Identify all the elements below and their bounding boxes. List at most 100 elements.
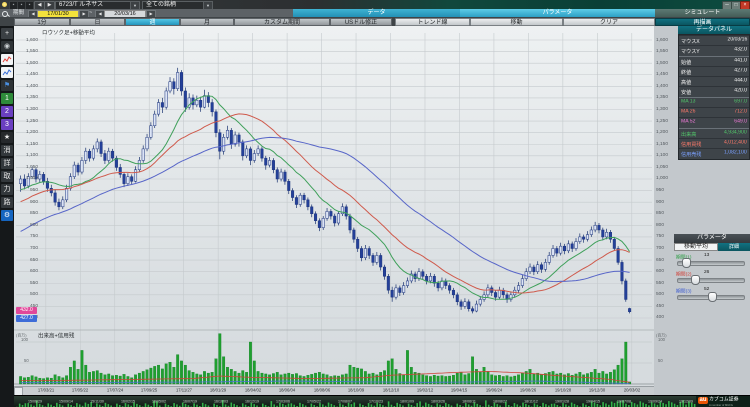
parameter-panel-header[interactable]: パラメータ xyxy=(674,234,750,243)
y-axis-label: 1,050 xyxy=(656,164,669,170)
y-axis-label: 850 xyxy=(29,210,38,216)
data-panel-label: 終値 xyxy=(681,70,692,76)
x-axis-label: 18/04/02 xyxy=(244,388,261,394)
view-tab-パラメータ[interactable]: パラメータ xyxy=(460,9,656,17)
flag-icon[interactable]: ⚑ xyxy=(1,80,13,91)
slider-value: 26 xyxy=(704,270,710,275)
data-panel-label: マウスX xyxy=(681,39,700,45)
data-panel-row: 信用買残 4,012,400 xyxy=(679,137,749,148)
minimap-date-label: 16/05/02 xyxy=(151,400,167,404)
timeframe-tab-1分[interactable]: 1分 xyxy=(14,18,70,26)
search-icon[interactable] xyxy=(2,10,8,17)
redraw-button[interactable]: 再描画 xyxy=(655,18,750,26)
chart-red-icon[interactable] xyxy=(1,54,13,65)
preset-1-button[interactable]: 1 xyxy=(1,93,13,104)
watchlist-dropdown-icon[interactable]: ▼ xyxy=(203,2,212,9)
data-panel: マウスX 20/03/16 マウスY 432.0 始値 441.0 終値 427.0 高値 444… xyxy=(678,34,750,160)
x-axis-label: 19/08/26 xyxy=(520,388,537,394)
y-axis-label: 650 xyxy=(29,257,38,262)
volume-unit-left: (百万) xyxy=(16,333,27,338)
data-panel-row: 始値 441.0 xyxy=(679,55,749,66)
y-axis-label: 450 xyxy=(656,303,665,309)
draw-button-2[interactable]: クリア xyxy=(563,18,655,26)
bulb-icon[interactable] xyxy=(2,2,7,7)
erase-button[interactable]: 消 xyxy=(1,145,13,156)
minimap-date-label: 17/10/23 xyxy=(368,400,384,404)
minimap-date-label: 15/11/30 xyxy=(90,400,104,404)
data-panel-header[interactable]: データパネル xyxy=(678,26,750,34)
trade-button[interactable]: 取 xyxy=(1,171,13,182)
broker-name: カブコム証券 xyxy=(709,397,739,402)
axis-marker-close: 427.0 xyxy=(16,315,37,322)
detail-button[interactable]: 詳 xyxy=(1,158,13,169)
x-axis-label: 19/02/12 xyxy=(416,388,434,394)
draw-button-1[interactable]: 移動 xyxy=(470,18,563,26)
view-tab-データ[interactable]: データ xyxy=(293,9,461,17)
x-axis-label: 17/09/25 xyxy=(141,388,158,394)
power-button[interactable]: 力 xyxy=(1,184,13,195)
data-panel-value: 4,934,900 xyxy=(724,129,747,135)
y-axis-label: 550 xyxy=(29,280,38,286)
view-tab-シミュレート[interactable]: シミュレート xyxy=(655,9,750,17)
settings-gear-icon[interactable]: ⚙ xyxy=(1,210,13,221)
y-axis-label: 1,600 xyxy=(656,37,669,42)
slider-track[interactable] xyxy=(677,278,745,283)
history-minimap[interactable]: 15/06/29 15/09/14 15/11/30 16/02/15 16/05/02… xyxy=(14,395,750,407)
slider-track[interactable] xyxy=(677,261,745,266)
parameter-tab-detail[interactable]: 詳細 xyxy=(718,243,750,251)
timeframe-tab-月[interactable]: 月 xyxy=(180,18,234,26)
minimap-date-label: 16/10/03 xyxy=(213,400,229,404)
y-axis-label: 750 xyxy=(656,234,665,239)
data-panel-value: 4,012,400 xyxy=(724,139,747,146)
data-panel-row: マウスY 432.0 xyxy=(679,45,749,55)
favorite-star-icon[interactable]: ★ xyxy=(1,132,13,143)
y-axis-label: 450 xyxy=(29,303,38,309)
broker-logo: au カブコム証券 A member of MUFG xyxy=(696,396,750,407)
data-panel-value: 1,082,100 xyxy=(724,150,747,156)
y-axis-label: 800 xyxy=(656,222,665,228)
x-axis-label: 19/12/30 xyxy=(589,388,606,394)
chart-blue-icon[interactable] xyxy=(1,67,13,78)
y-axis-label: 1,250 xyxy=(656,118,669,123)
camera-icon[interactable]: ◉ xyxy=(1,41,13,52)
symbol-dropdown-icon[interactable]: ▼ xyxy=(130,2,139,9)
slider-thumb[interactable] xyxy=(690,275,700,285)
y-axis-label: 1,100 xyxy=(25,152,38,158)
timeframe-tab-カスタム期間[interactable]: カスタム期間 xyxy=(234,18,330,26)
y-axis-label: 1,600 xyxy=(25,37,38,42)
minimap-date-label: 19/04/15 xyxy=(585,400,601,404)
add-icon[interactable]: + xyxy=(1,28,13,39)
timeframe-tab-USドル修正[interactable]: USドル修正 xyxy=(330,18,392,26)
x-axis-label: 18/08/06 xyxy=(313,388,330,394)
parameter-tab-ma[interactable]: 移動平均 xyxy=(674,243,718,251)
preset-3-button[interactable]: 3 xyxy=(1,119,13,130)
data-panel-row: MA 52 649.0 xyxy=(679,117,749,127)
y-axis-label: 1,350 xyxy=(656,95,669,100)
x-axis-label: 18/12/10 xyxy=(382,388,399,394)
draw-button-0[interactable]: トレンド線 xyxy=(395,18,470,26)
x-axis-label: 19/04/15 xyxy=(451,388,468,394)
broker-subtext: A member of MUFG xyxy=(709,404,734,407)
ma-line-26 xyxy=(20,113,630,294)
price-chart[interactable] xyxy=(14,26,654,395)
timeframe-tab-日[interactable]: 日 xyxy=(70,18,125,26)
y-axis-label: 950 xyxy=(29,187,38,193)
route-button[interactable]: 路 xyxy=(1,197,13,208)
ma-line-13 xyxy=(20,95,631,300)
x-axis-strip: 17/03/21 17/05/22 17/07/24 17/09/25 17/11/27… xyxy=(14,386,674,396)
minimap-date-label: 18/11/12 xyxy=(524,400,538,404)
slider-thumb[interactable] xyxy=(682,258,692,268)
timeframe-tab-週[interactable]: 週 xyxy=(125,18,180,26)
y-axis-label: 1,150 xyxy=(25,141,38,147)
preset-2-button[interactable]: 2 xyxy=(1,106,13,117)
slider-thumb[interactable] xyxy=(707,292,717,302)
data-panel-value: 427.0 xyxy=(734,67,747,73)
data-panel-label: 信用売残 xyxy=(681,152,702,158)
data-panel-value: 420.0 xyxy=(734,88,747,94)
x-axis-label: 18/06/04 xyxy=(278,388,296,394)
data-panel-value: 649.0 xyxy=(734,119,747,125)
period-bar: 期間 ◀ 17/01/30 ▶ ~ ◀ 20/03/16 ▶ データ パラメータシ… xyxy=(0,9,750,18)
y-axis-label: 1,300 xyxy=(25,106,38,112)
timeframe-bar: 1分日週月カスタム期間 USドル修正 トレンド線 移動 クリア 再描画 xyxy=(0,17,750,26)
minimap-date-label: 17/03/06 xyxy=(275,400,291,404)
